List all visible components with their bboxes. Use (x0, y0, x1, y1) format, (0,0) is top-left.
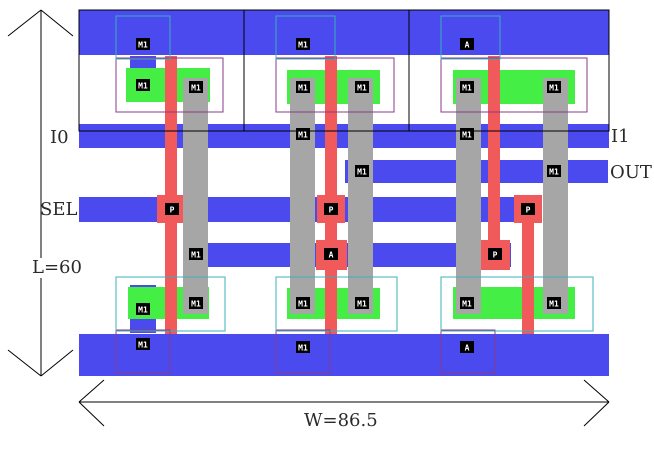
contact-8 (460, 81, 474, 93)
contact-5-text: M1 (191, 84, 201, 93)
contact-22-text: M1 (298, 300, 308, 309)
contact-23 (355, 297, 369, 309)
contact-23-text: M1 (357, 300, 367, 309)
width-arrow-right-top (583, 379, 610, 403)
metal-vdd-rail (79, 10, 609, 55)
label-width: W=86.5 (304, 410, 378, 431)
label-out: OUT (610, 162, 652, 183)
nwell-outline-4 (115, 329, 171, 374)
nwell-outline-3 (440, 57, 588, 113)
metal2-strap-3 (348, 78, 373, 314)
contact-16 (521, 203, 535, 215)
contact-12 (355, 165, 369, 177)
contact-26 (136, 338, 150, 350)
contact-7-text: M1 (357, 84, 367, 93)
label-i1: I1 (611, 126, 630, 147)
contact-11 (460, 128, 474, 140)
height-arrow-bottom-left (7, 349, 42, 377)
metal2-strap-1 (183, 78, 208, 314)
select-outline-2 (275, 15, 336, 60)
select-outline-4 (115, 276, 226, 332)
contact-9 (547, 81, 561, 93)
contact-9-text: M1 (549, 84, 559, 93)
select-outline-6 (440, 276, 594, 332)
contact-28 (460, 341, 474, 353)
contact-18 (324, 248, 338, 260)
contact-2 (296, 38, 310, 50)
contact-3-text: A (465, 41, 470, 50)
metal2-strap-2 (290, 78, 315, 314)
label-sel: SEL (40, 199, 78, 220)
select-outline-1 (115, 15, 171, 60)
poly-gate-4 (522, 196, 534, 334)
contact-20 (136, 303, 150, 315)
contact-25-text: M1 (549, 300, 559, 309)
contact-14 (165, 203, 179, 215)
contact-26-text: M1 (138, 341, 148, 350)
width-arrow-left-bottom (78, 401, 105, 427)
contact-17-text: M1 (191, 251, 201, 260)
contact-27 (296, 341, 310, 353)
contact-12-text: M1 (357, 168, 367, 177)
label-height: L=60 (32, 257, 82, 278)
contact-25 (547, 297, 561, 309)
contact-19 (488, 248, 502, 260)
contact-3 (460, 38, 474, 50)
contact-10 (296, 128, 310, 140)
height-arrow-top-right (40, 9, 74, 37)
cell-border-top (78, 9, 610, 132)
contact-5 (189, 81, 203, 93)
contact-18-text: A (329, 251, 334, 260)
contact-13 (547, 165, 561, 177)
contact-21 (189, 297, 203, 309)
metal-gnd-rail (79, 334, 609, 376)
contact-24-text: M1 (462, 300, 472, 309)
contact-27-text: M1 (298, 344, 308, 353)
contact-28-text: A (465, 344, 470, 353)
contact-17 (189, 248, 203, 260)
contact-14-text: P (170, 206, 175, 215)
height-arrow-bottom-right (40, 349, 74, 377)
contact-8-text: M1 (462, 84, 472, 93)
contact-6-text: M1 (298, 84, 308, 93)
contact-15 (324, 203, 338, 215)
contact-4 (136, 79, 150, 91)
contact-1 (136, 38, 150, 50)
width-arrow-right-bottom (583, 401, 610, 427)
contact-15-text: P (329, 206, 334, 215)
metal-i0-i1-bus (79, 124, 609, 148)
contact-21-text: M1 (191, 300, 201, 309)
height-arrow-top-left (7, 9, 42, 37)
contact-20-text: M1 (138, 306, 148, 315)
metal2-strap-5 (543, 78, 568, 314)
poly-gate-3 (488, 56, 500, 266)
contact-10-text: M1 (298, 131, 308, 140)
contact-24 (460, 297, 474, 309)
contact-6 (296, 81, 310, 93)
nwell-outline-6 (440, 329, 496, 374)
select-outline-3 (440, 15, 501, 60)
contact-1-text: M1 (138, 41, 148, 50)
width-arrow-left-top (78, 379, 105, 403)
contact-22 (296, 297, 310, 309)
label-i0: I0 (50, 127, 69, 148)
contact-13-text: M1 (549, 168, 559, 177)
contact-7 (355, 81, 369, 93)
contact-2-text: M1 (298, 41, 308, 50)
contact-4-text: M1 (138, 82, 148, 91)
contact-16-text: P (526, 206, 531, 215)
contact-19-text: P (493, 251, 498, 260)
nwell-outline-5 (275, 329, 331, 374)
metal2-strap-4 (456, 78, 481, 314)
contact-11-text: M1 (462, 131, 472, 140)
select-outline-5 (275, 276, 398, 332)
